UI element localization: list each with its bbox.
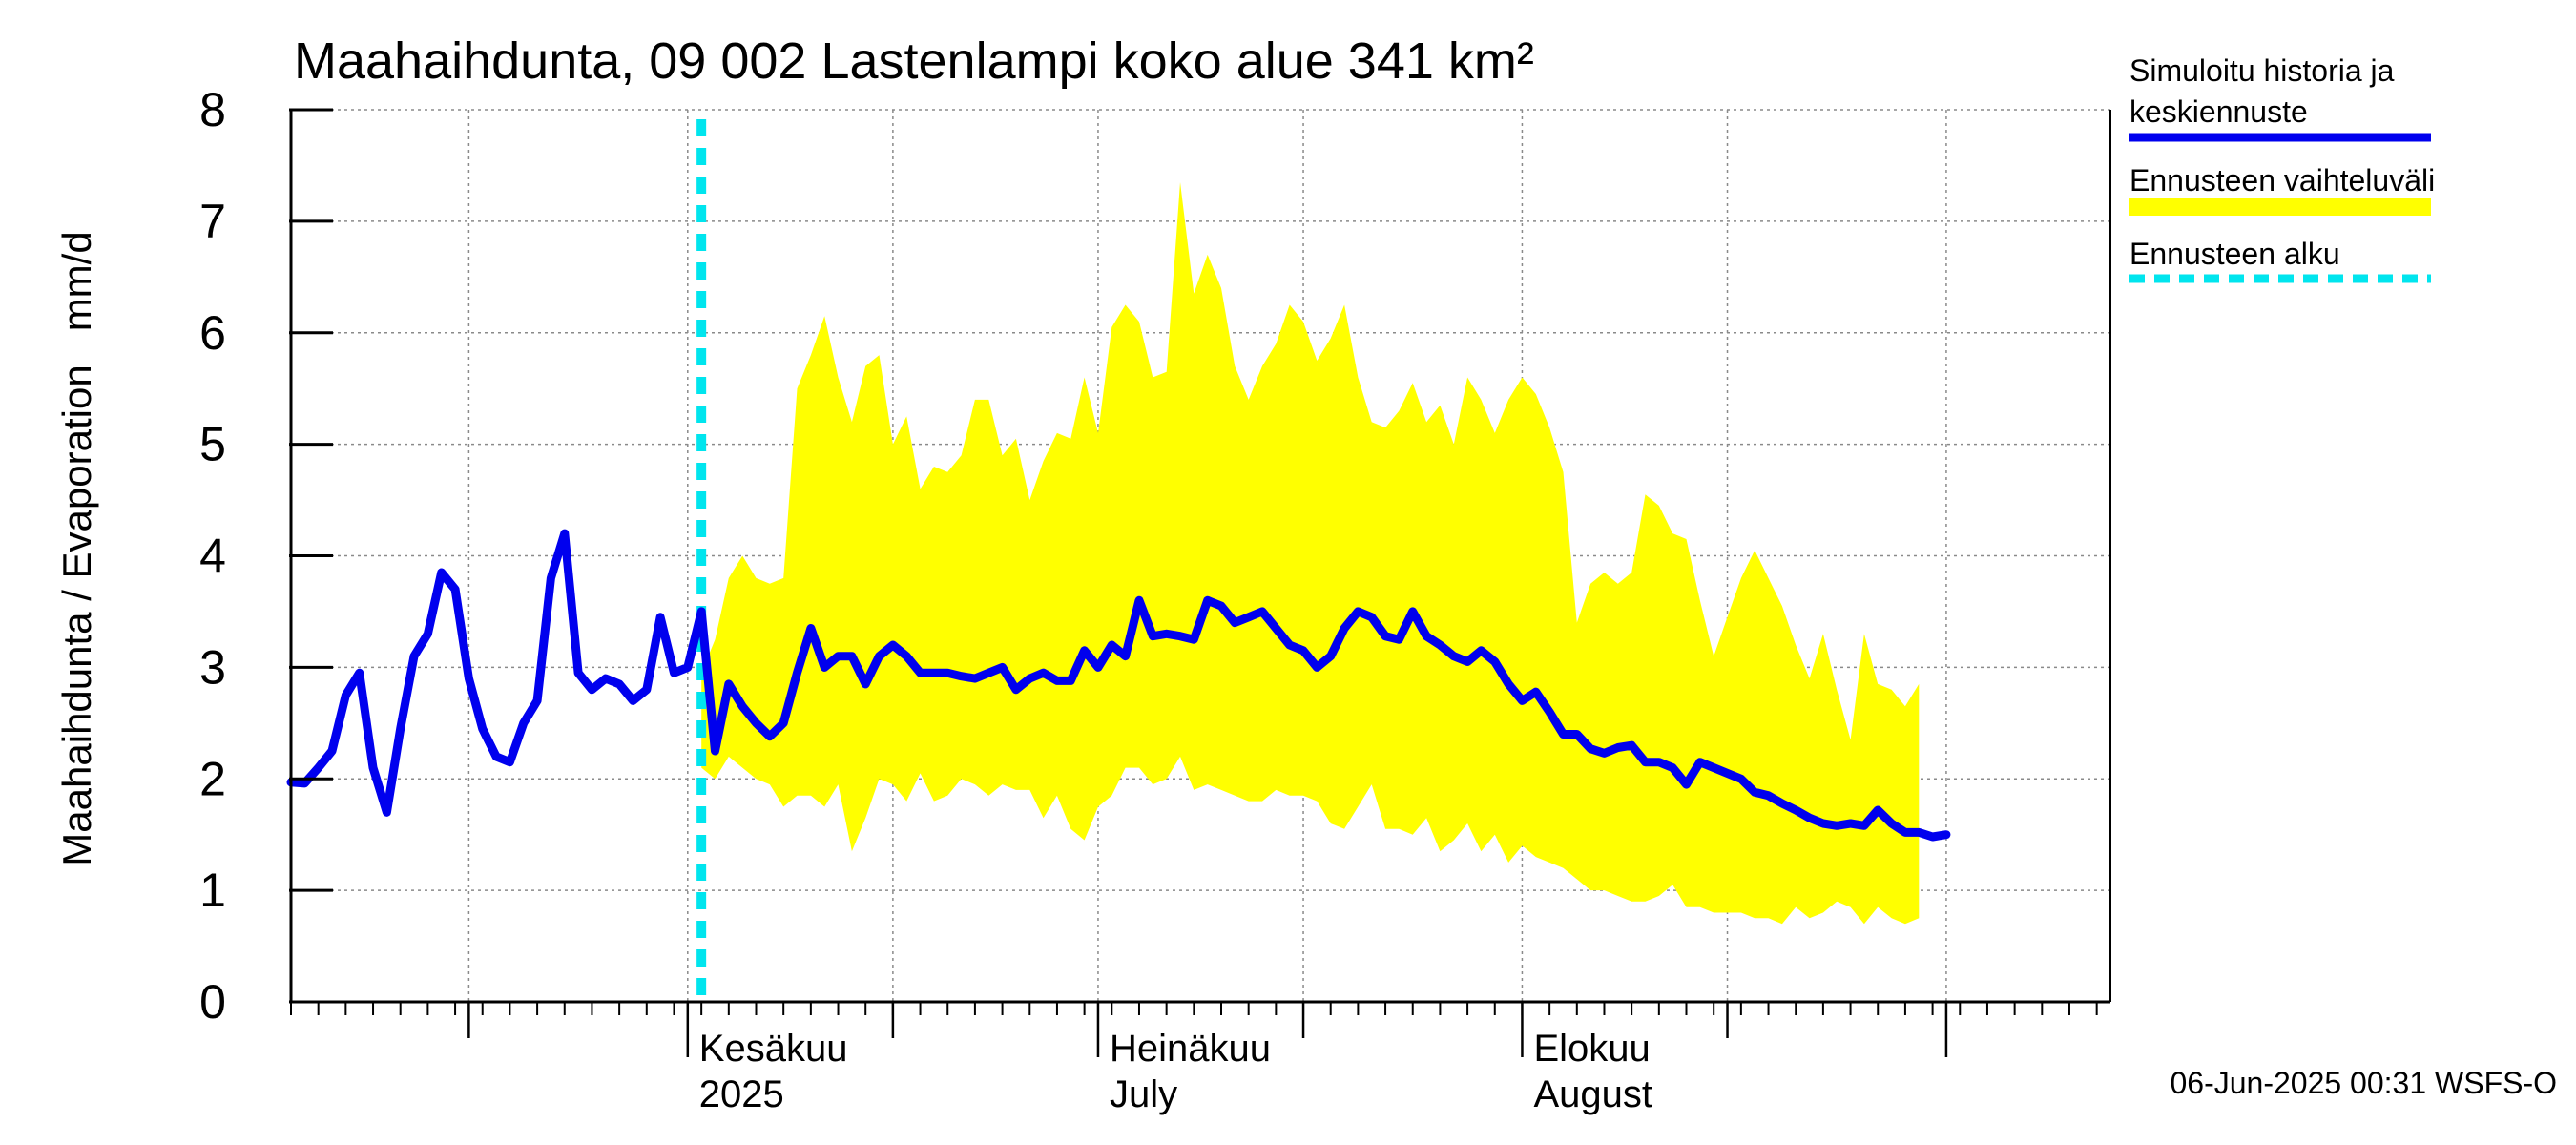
y-tick-label: 1: [199, 864, 226, 917]
y-axis-label: Maahaihdunta / Evaporation mm/d: [54, 231, 99, 865]
y-tick-label: 2: [199, 752, 226, 805]
x-month-sublabel: 2025: [699, 1073, 784, 1115]
legend-label-history-line1: Simuloitu historia ja: [2129, 53, 2395, 88]
timestamp: 06-Jun-2025 00:31 WSFS-O: [2170, 1066, 2557, 1100]
axes: [289, 108, 2111, 1004]
y-tick-label: 3: [199, 640, 226, 694]
y-tick-label: 5: [199, 418, 226, 471]
x-month-label: Heinäkuu: [1110, 1028, 1271, 1070]
legend: Simuloitu historia ja keskiennuste Ennus…: [2129, 53, 2435, 283]
y-tick-label: 0: [199, 975, 226, 1029]
data-lines: [286, 529, 1951, 842]
series-line-history-mean: [286, 529, 1951, 842]
y-tick-label: 6: [199, 306, 226, 360]
x-month-sublabel: July: [1110, 1073, 1177, 1115]
x-month-sublabel: August: [1533, 1073, 1652, 1115]
legend-label-forecast-start: Ennusteen alku: [2129, 237, 2340, 271]
legend-label-range: Ennusteen vaihteluväli: [2129, 163, 2435, 198]
legend-label-history-line2: keskiennuste: [2129, 94, 2308, 129]
chart-title: Maahaihdunta, 09 002 Lastenlampi koko al…: [294, 32, 1534, 90]
y-tick-label: 7: [199, 195, 226, 248]
forecast-range-area: [701, 182, 1920, 925]
y-tick-label: 4: [199, 530, 226, 583]
forecast-range-band: [701, 182, 1920, 925]
x-month-label: Elokuu: [1533, 1028, 1650, 1070]
y-tick-label: 8: [199, 83, 226, 136]
x-month-label: Kesäkuu: [699, 1028, 848, 1070]
y-tick-labels: 0 1 2 3 4 5 6 7 8: [199, 83, 226, 1029]
